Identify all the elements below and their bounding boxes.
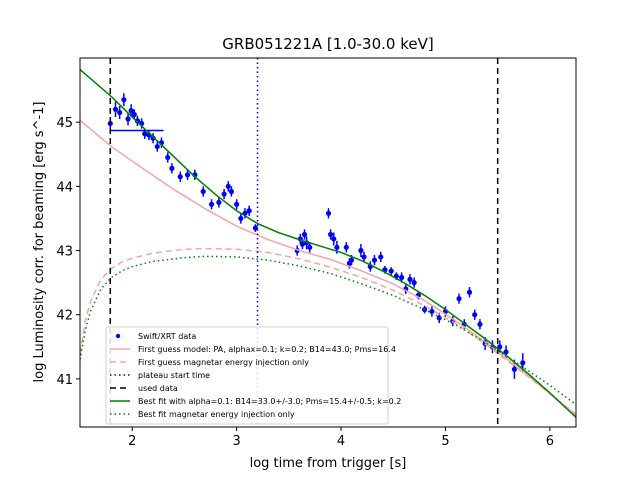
- data-point: [142, 131, 148, 137]
- data-point: [200, 188, 206, 195]
- data-point: [325, 210, 332, 216]
- data-point: [371, 257, 378, 263]
- x-tick-label: 4: [337, 434, 345, 449]
- data-point: [343, 244, 349, 250]
- x-tick-label: 2: [128, 434, 136, 449]
- data-point: [503, 349, 509, 355]
- data-point: [334, 244, 340, 250]
- data-point: [348, 257, 355, 263]
- legend: Swift/XRT data First guess model: PA, alp…: [105, 326, 401, 425]
- data-point: [117, 109, 123, 116]
- data-point: [456, 296, 462, 302]
- legend-label: Swift/XRT data: [138, 332, 196, 341]
- x-tick-label: 3: [232, 434, 240, 449]
- plot-area: [80, 58, 576, 427]
- x-tick-label: 5: [441, 434, 449, 449]
- y-tick-label: 45: [56, 116, 73, 131]
- data-point: [520, 360, 526, 366]
- series-line-5: [80, 68, 576, 418]
- data-point: [252, 225, 259, 231]
- data-point: [150, 135, 156, 141]
- data-point: [184, 172, 191, 178]
- data-point: [238, 215, 244, 222]
- series-line-6: [80, 255, 576, 406]
- x-axis-label: log time from trigger [s]: [250, 456, 407, 471]
- data-point: [216, 199, 222, 205]
- y-tick-label: 42: [56, 309, 73, 324]
- data-point: [228, 188, 235, 195]
- data-point: [358, 247, 364, 254]
- plot-frame: [79, 57, 577, 428]
- data-point: [169, 165, 175, 171]
- data-point: [112, 106, 119, 112]
- data-point: [225, 183, 231, 189]
- y-tick-label: 41: [56, 373, 73, 388]
- x-tick-label: 6: [546, 434, 554, 449]
- data-point: [208, 201, 215, 207]
- data-point: [234, 201, 240, 207]
- data-point: [511, 366, 517, 372]
- legend-box: [105, 326, 389, 425]
- x-axis: 2 3 4 5 6: [128, 427, 554, 449]
- data-point: [399, 274, 405, 281]
- y-tick-label: 43: [56, 245, 73, 260]
- data-point: [307, 244, 313, 250]
- data-point: [128, 108, 134, 114]
- data-point: [477, 321, 483, 327]
- chart-title: GRB051221A [1.0-30.0 keV]: [222, 35, 433, 53]
- data-point: [246, 208, 252, 214]
- legend-marker: [115, 333, 121, 339]
- data-point: [328, 231, 334, 238]
- data-point: [301, 231, 308, 238]
- data-point: [497, 344, 503, 350]
- legend-label: Best fit magnetar energy injection only: [138, 410, 295, 419]
- data-point: [378, 254, 384, 260]
- legend-label: First guess model: PA, alphax=0.1; k=0.2…: [138, 345, 396, 354]
- legend-label: plateau start time: [138, 371, 210, 380]
- data-point: [299, 241, 306, 247]
- data-point: [361, 254, 367, 260]
- legend-label: used data: [138, 384, 178, 393]
- data-point: [407, 276, 413, 282]
- data-point: [177, 174, 183, 180]
- data-point: [429, 308, 435, 315]
- data-point: [221, 191, 227, 197]
- data-point: [154, 143, 160, 150]
- data-point: [388, 268, 394, 274]
- data-point: [131, 111, 137, 118]
- data-point: [411, 280, 417, 286]
- y-axis: 41 42 43 44 45: [56, 116, 80, 388]
- legend-label: First guess magnetar energy injection on…: [138, 358, 309, 367]
- legend-label: Best fit with alpha=0.1: B14=33.0+/-3.0;…: [138, 397, 401, 406]
- data-point: [466, 289, 473, 295]
- data-point: [331, 236, 337, 242]
- data-point: [472, 312, 478, 318]
- data-point: [125, 116, 131, 122]
- data-point: [134, 118, 141, 124]
- data-point: [121, 97, 127, 103]
- y-tick-label: 44: [56, 180, 73, 195]
- data-point: [165, 154, 171, 161]
- y-axis-label: log Luminosity corr. for beaming [erg s^…: [32, 101, 47, 382]
